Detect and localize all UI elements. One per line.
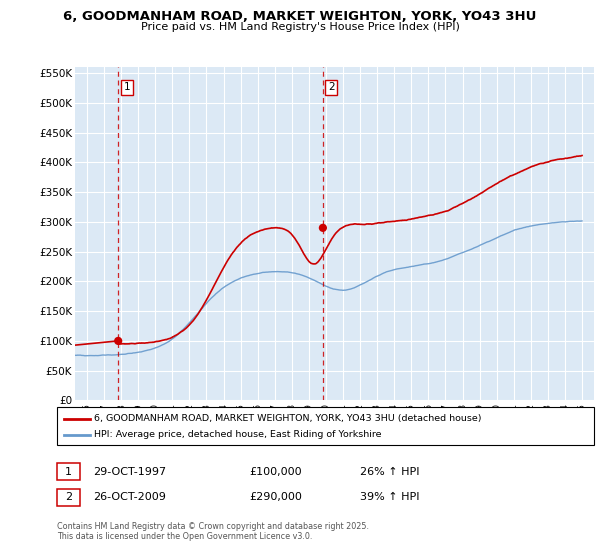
Text: Price paid vs. HM Land Registry's House Price Index (HPI): Price paid vs. HM Land Registry's House … [140,22,460,32]
Text: 26-OCT-2009: 26-OCT-2009 [93,492,166,502]
Text: 1: 1 [124,82,130,92]
Point [318,223,328,232]
Text: 26% ↑ HPI: 26% ↑ HPI [360,466,419,477]
Text: 39% ↑ HPI: 39% ↑ HPI [360,492,419,502]
Text: 29-OCT-1997: 29-OCT-1997 [93,466,166,477]
Text: £290,000: £290,000 [249,492,302,502]
Text: 6, GOODMANHAM ROAD, MARKET WEIGHTON, YORK, YO43 3HU (detached house): 6, GOODMANHAM ROAD, MARKET WEIGHTON, YOR… [94,414,482,423]
Text: 6, GOODMANHAM ROAD, MARKET WEIGHTON, YORK, YO43 3HU: 6, GOODMANHAM ROAD, MARKET WEIGHTON, YOR… [64,10,536,23]
Text: HPI: Average price, detached house, East Riding of Yorkshire: HPI: Average price, detached house, East… [94,430,382,439]
Text: 2: 2 [65,492,72,502]
Text: Contains HM Land Registry data © Crown copyright and database right 2025.
This d: Contains HM Land Registry data © Crown c… [57,522,369,542]
Text: £100,000: £100,000 [249,466,302,477]
Text: 2: 2 [328,82,335,92]
Text: 1: 1 [65,466,72,477]
Point [113,337,123,346]
